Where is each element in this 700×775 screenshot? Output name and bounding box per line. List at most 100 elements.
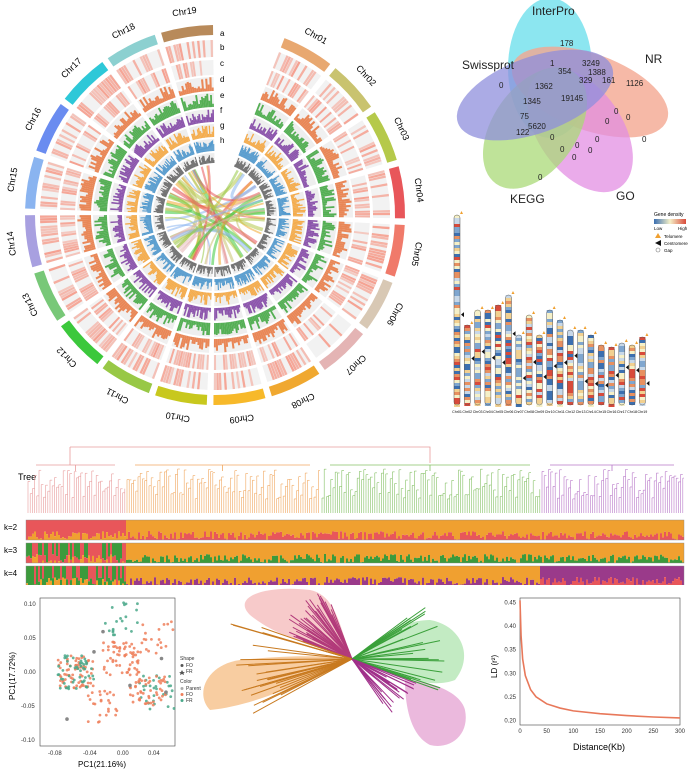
density-band [475, 352, 481, 355]
venn-num: 0 [642, 135, 647, 144]
admixture-bar [602, 520, 604, 533]
admixture-bar [152, 536, 154, 540]
admixture-bar [518, 536, 520, 540]
density-band [475, 343, 481, 346]
admixture-bar [516, 533, 518, 540]
density-band [619, 346, 625, 349]
admixture-bar [158, 531, 160, 540]
density-band [598, 363, 604, 366]
density-band [485, 349, 491, 352]
density-band [536, 359, 542, 362]
density-band [495, 338, 501, 341]
admixture-bar [634, 535, 636, 540]
admixture-bar [382, 532, 384, 540]
admixture-bar [36, 520, 38, 537]
track-bar [213, 144, 214, 151]
admixture-bar [242, 520, 244, 540]
admixture-bar [180, 558, 182, 563]
admixture-bar [358, 520, 360, 533]
density-band [619, 385, 625, 388]
admixture-bar [514, 520, 516, 534]
density-band [454, 281, 460, 284]
admixture-bar [312, 559, 314, 563]
density-band [485, 334, 491, 337]
admixture-bar [560, 533, 562, 540]
admixture-bar [638, 520, 640, 537]
admixture-bar [60, 520, 62, 538]
admixture-bar [232, 543, 234, 559]
admixture-bar [244, 520, 246, 535]
admixture-bar [180, 543, 182, 558]
density-band [598, 360, 604, 363]
density-band [495, 314, 501, 317]
admixture-bar [128, 532, 130, 540]
track-bar [308, 214, 314, 216]
admixture-bar [142, 520, 144, 536]
admixture-bar [84, 533, 86, 540]
admixture-bar [462, 532, 464, 540]
admixture-bar [544, 520, 546, 539]
track-bar [219, 308, 221, 313]
admixture-bar [324, 543, 326, 554]
telomere-icon [563, 316, 566, 319]
density-band [639, 373, 645, 376]
admixture-bar [642, 520, 644, 536]
admixture-bar [54, 536, 56, 540]
admixture-bar [346, 520, 348, 536]
admixture-bar [122, 533, 124, 540]
admixture-bar [256, 560, 258, 563]
admixture-bar [282, 558, 284, 563]
track-bar [104, 215, 107, 217]
density-band [506, 400, 512, 403]
admixture-bar [146, 543, 148, 557]
density-band [557, 332, 563, 335]
track-bar [119, 210, 122, 212]
karyotype-chr-label: Chr01 [452, 410, 462, 414]
admixture-bar [538, 536, 540, 540]
admixture-bar [406, 543, 408, 556]
admixture-bar [664, 532, 666, 540]
admixture-bar [148, 543, 150, 557]
admixture-bar [66, 543, 68, 555]
admixture-bar [140, 562, 142, 563]
admixture-bar [352, 533, 354, 540]
density-band [516, 362, 522, 365]
density-band [516, 398, 522, 401]
heat-band [355, 215, 370, 217]
admixture-bar [386, 543, 388, 556]
density-band [619, 400, 625, 403]
karyotype-chr-label: Chr16 [607, 410, 617, 414]
admixture-bar [652, 520, 654, 536]
admixture-bar [240, 520, 242, 532]
admixture-bar [70, 543, 72, 560]
admixture-bar [122, 520, 124, 533]
legend-high: High [678, 226, 688, 231]
admixture-bar [208, 543, 210, 555]
telomere-icon [655, 233, 661, 238]
admixture-bar [298, 543, 300, 555]
admixture-bar [292, 535, 294, 540]
admixture-bar [44, 532, 46, 540]
admixture-bar [120, 543, 122, 559]
admixture-bar [336, 543, 338, 563]
admixture-bar [358, 555, 360, 563]
admixture-bar [588, 520, 590, 539]
admixture-bar [84, 520, 86, 533]
admixture-bar [60, 543, 62, 560]
admixture-bar [134, 520, 136, 539]
track-bar [118, 217, 122, 219]
admixture-bar [600, 536, 602, 540]
admixture-bar [168, 520, 170, 539]
admixture-bar [144, 555, 146, 563]
admixture-bar [616, 520, 618, 535]
density-band [516, 374, 522, 377]
karyotype-chr-label: Chr08 [524, 410, 534, 414]
admixture-bar [246, 543, 248, 558]
admixture-bar [402, 520, 404, 535]
chromosome-label: Chr15 [5, 167, 19, 193]
admixture-bar [368, 543, 370, 559]
admixture-bar [364, 557, 366, 563]
density-band [454, 302, 460, 305]
admixture-bar [190, 534, 192, 540]
track-bar [214, 339, 216, 347]
